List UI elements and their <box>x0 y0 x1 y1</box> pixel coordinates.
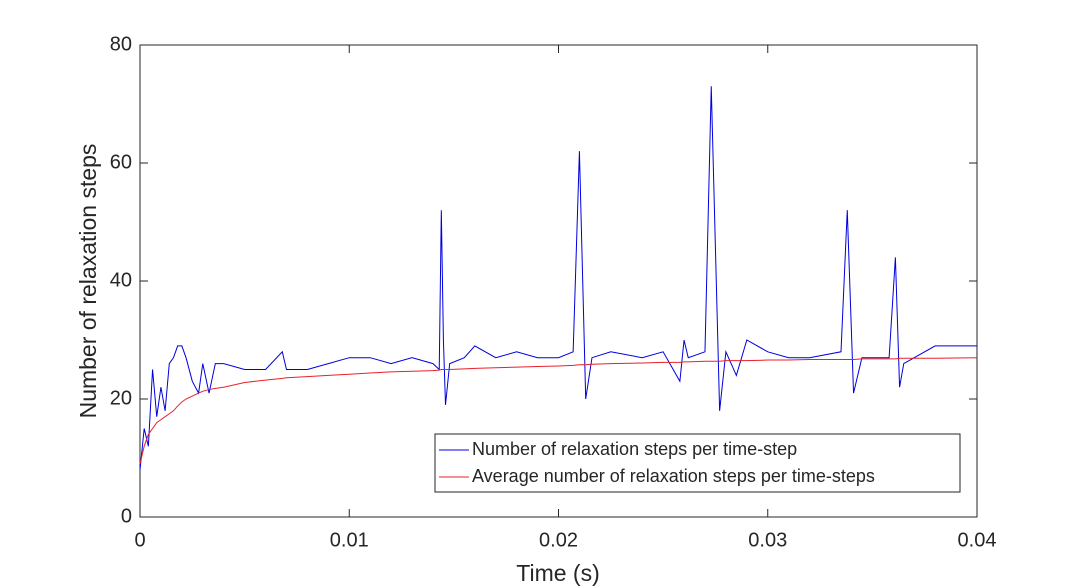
series-line <box>139 357 978 465</box>
legend-label: Average number of relaxation steps per t… <box>472 466 875 486</box>
y-tick-label: 0 <box>121 505 132 527</box>
legend-label: Number of relaxation steps per time-step <box>472 439 797 459</box>
x-tick-label: 0.03 <box>748 529 787 551</box>
y-tick-label: 60 <box>110 151 132 173</box>
legend-box <box>434 433 961 493</box>
x-tick-label: 0 <box>134 529 145 551</box>
y-tick-label: 20 <box>110 387 132 409</box>
y-tick-label: 40 <box>110 269 132 291</box>
x-tick-label: 0.01 <box>330 529 369 551</box>
y-axis-label: Number of relaxation steps <box>75 144 101 419</box>
x-axis-label: Time (s) <box>516 560 599 586</box>
y-tick-label: 80 <box>110 33 132 55</box>
x-tick-label: 0.04 <box>958 529 997 551</box>
x-tick-label: 0.02 <box>539 529 578 551</box>
series-line <box>139 86 977 470</box>
